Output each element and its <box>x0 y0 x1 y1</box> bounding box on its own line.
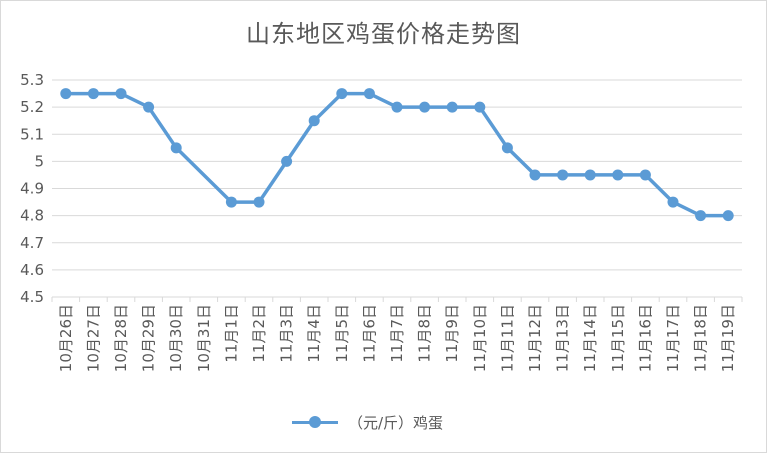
data-point <box>87 88 99 100</box>
data-point <box>363 88 375 100</box>
y-tick-label: 4.5 <box>20 288 44 306</box>
y-tick-label: 4.6 <box>20 261 44 279</box>
data-point <box>639 169 651 181</box>
y-tick-label: 5.3 <box>20 71 44 89</box>
gridlines <box>51 79 743 302</box>
data-point <box>115 88 127 100</box>
data-point <box>143 101 155 113</box>
data-point <box>584 169 596 181</box>
y-axis-ticks: 4.5 4.6 4.7 4.8 4.9 5 5.1 5.2 5.3 <box>20 71 44 306</box>
legend: （元/斤）鸡蛋 <box>0 410 767 434</box>
x-tick-label: 11月12日 <box>526 304 544 372</box>
x-tick-label: 11月2日 <box>250 304 268 363</box>
data-point <box>529 169 541 181</box>
x-tick-label: 11月13日 <box>554 304 572 372</box>
x-tick-label: 11月15日 <box>609 304 627 372</box>
data-point <box>170 142 182 154</box>
y-tick-label: 5.1 <box>20 125 44 143</box>
x-axis-ticks: 10月26日 10月27日 10月28日 10月29日 10月30日 10月31日 11月1… <box>57 304 737 372</box>
y-tick-label: 4.8 <box>20 207 44 225</box>
x-tick-label: 11月4日 <box>305 304 323 363</box>
x-tick-label: 11月16日 <box>636 304 654 372</box>
data-point <box>308 115 320 127</box>
x-tick-label: 11月17日 <box>664 304 682 372</box>
x-tick-label: 11月6日 <box>360 304 378 363</box>
y-tick-label: 4.9 <box>20 180 44 198</box>
data-point <box>419 101 431 113</box>
y-tick-label: 5 <box>34 152 44 170</box>
data-point <box>336 88 348 100</box>
data-point <box>253 196 265 208</box>
x-tick-label: 11月9日 <box>443 304 461 363</box>
data-point <box>281 155 293 167</box>
x-tick-label: 11月8日 <box>416 304 434 363</box>
x-tick-label: 11月3日 <box>278 304 296 363</box>
x-tick-label: 10月28日 <box>112 304 130 372</box>
x-tick-label: 11月19日 <box>719 304 737 372</box>
chart-title: 山东地区鸡蛋价格走势图 <box>246 20 521 48</box>
data-point <box>612 169 624 181</box>
x-tick-label: 11月7日 <box>388 304 406 363</box>
x-tick-label: 10月27日 <box>84 304 102 372</box>
x-tick-label: 11月11日 <box>498 304 516 372</box>
data-point <box>446 101 458 113</box>
data-point <box>225 196 237 208</box>
series-layer <box>60 88 734 222</box>
x-tick-label: 11月10日 <box>471 304 489 372</box>
data-point <box>501 142 513 154</box>
x-tick-label: 11月18日 <box>692 304 710 372</box>
y-tick-label: 4.7 <box>20 234 44 252</box>
x-tick-label: 11月14日 <box>581 304 599 372</box>
y-tick-label: 5.2 <box>20 98 44 116</box>
x-tick-label: 11月1日 <box>222 304 240 363</box>
x-tick-label: 10月31日 <box>195 304 213 372</box>
x-tick-label: 11月5日 <box>333 304 351 363</box>
legend-marker <box>292 415 338 428</box>
data-point <box>667 196 679 208</box>
x-tick-label: 10月30日 <box>167 304 185 372</box>
data-point <box>695 210 707 222</box>
x-tick-label: 10月26日 <box>57 304 75 372</box>
data-point <box>474 101 486 113</box>
data-point <box>391 101 403 113</box>
data-point <box>722 210 734 222</box>
data-point <box>557 169 569 181</box>
legend-label: （元/斤）鸡蛋 <box>348 413 444 432</box>
data-point <box>60 88 72 100</box>
x-tick-label: 10月29日 <box>140 304 158 372</box>
